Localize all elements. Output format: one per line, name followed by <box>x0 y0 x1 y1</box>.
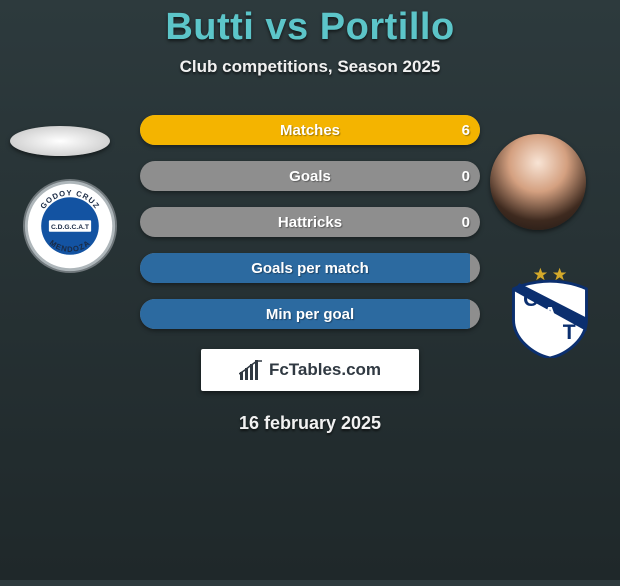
stat-label: Goals <box>289 168 331 185</box>
star-icon <box>534 268 547 280</box>
star-icon <box>553 268 566 280</box>
stat-label: Goals per match <box>251 260 369 277</box>
svg-text:A: A <box>542 304 557 327</box>
stat-value-right: 6 <box>462 122 470 139</box>
title-left-player: Butti <box>165 6 254 48</box>
player-right-avatar <box>490 134 586 230</box>
stat-label: Min per goal <box>266 306 354 323</box>
svg-text:C: C <box>523 288 538 311</box>
svg-text:T: T <box>563 321 576 344</box>
club-badge-left: GODOY CRUZ MENDOZA C.D.G.C.A.T <box>22 178 118 274</box>
svg-text:C.D.G.C.A.T: C.D.G.C.A.T <box>51 224 90 231</box>
player-left-avatar <box>10 126 110 156</box>
stat-label: Hattricks <box>278 214 342 231</box>
stat-row: Matches 6 <box>140 115 480 145</box>
stat-value-right: 0 <box>462 168 470 185</box>
title-vs: vs <box>265 6 308 48</box>
stats-panel: Matches 6 Goals 0 Hattricks 0 Goals per match M… <box>140 115 480 329</box>
stat-label: Matches <box>280 122 340 139</box>
branding-box[interactable]: FcTables.com <box>201 349 419 391</box>
page-title: Butti vs Portillo <box>0 6 620 49</box>
stat-row: Min per goal <box>140 299 480 329</box>
title-right-player: Portillo <box>320 6 455 48</box>
subtitle: Club competitions, Season 2025 <box>0 57 620 77</box>
club-badge-right: C A T <box>502 262 598 358</box>
date-text: 16 february 2025 <box>0 413 620 434</box>
stat-row: Goals 0 <box>140 161 480 191</box>
stat-row: Hattricks 0 <box>140 207 480 237</box>
branding-text: FcTables.com <box>269 360 381 380</box>
stat-row: Goals per match <box>140 253 480 283</box>
stat-value-right: 0 <box>462 214 470 231</box>
bars-chart-icon <box>239 360 263 380</box>
